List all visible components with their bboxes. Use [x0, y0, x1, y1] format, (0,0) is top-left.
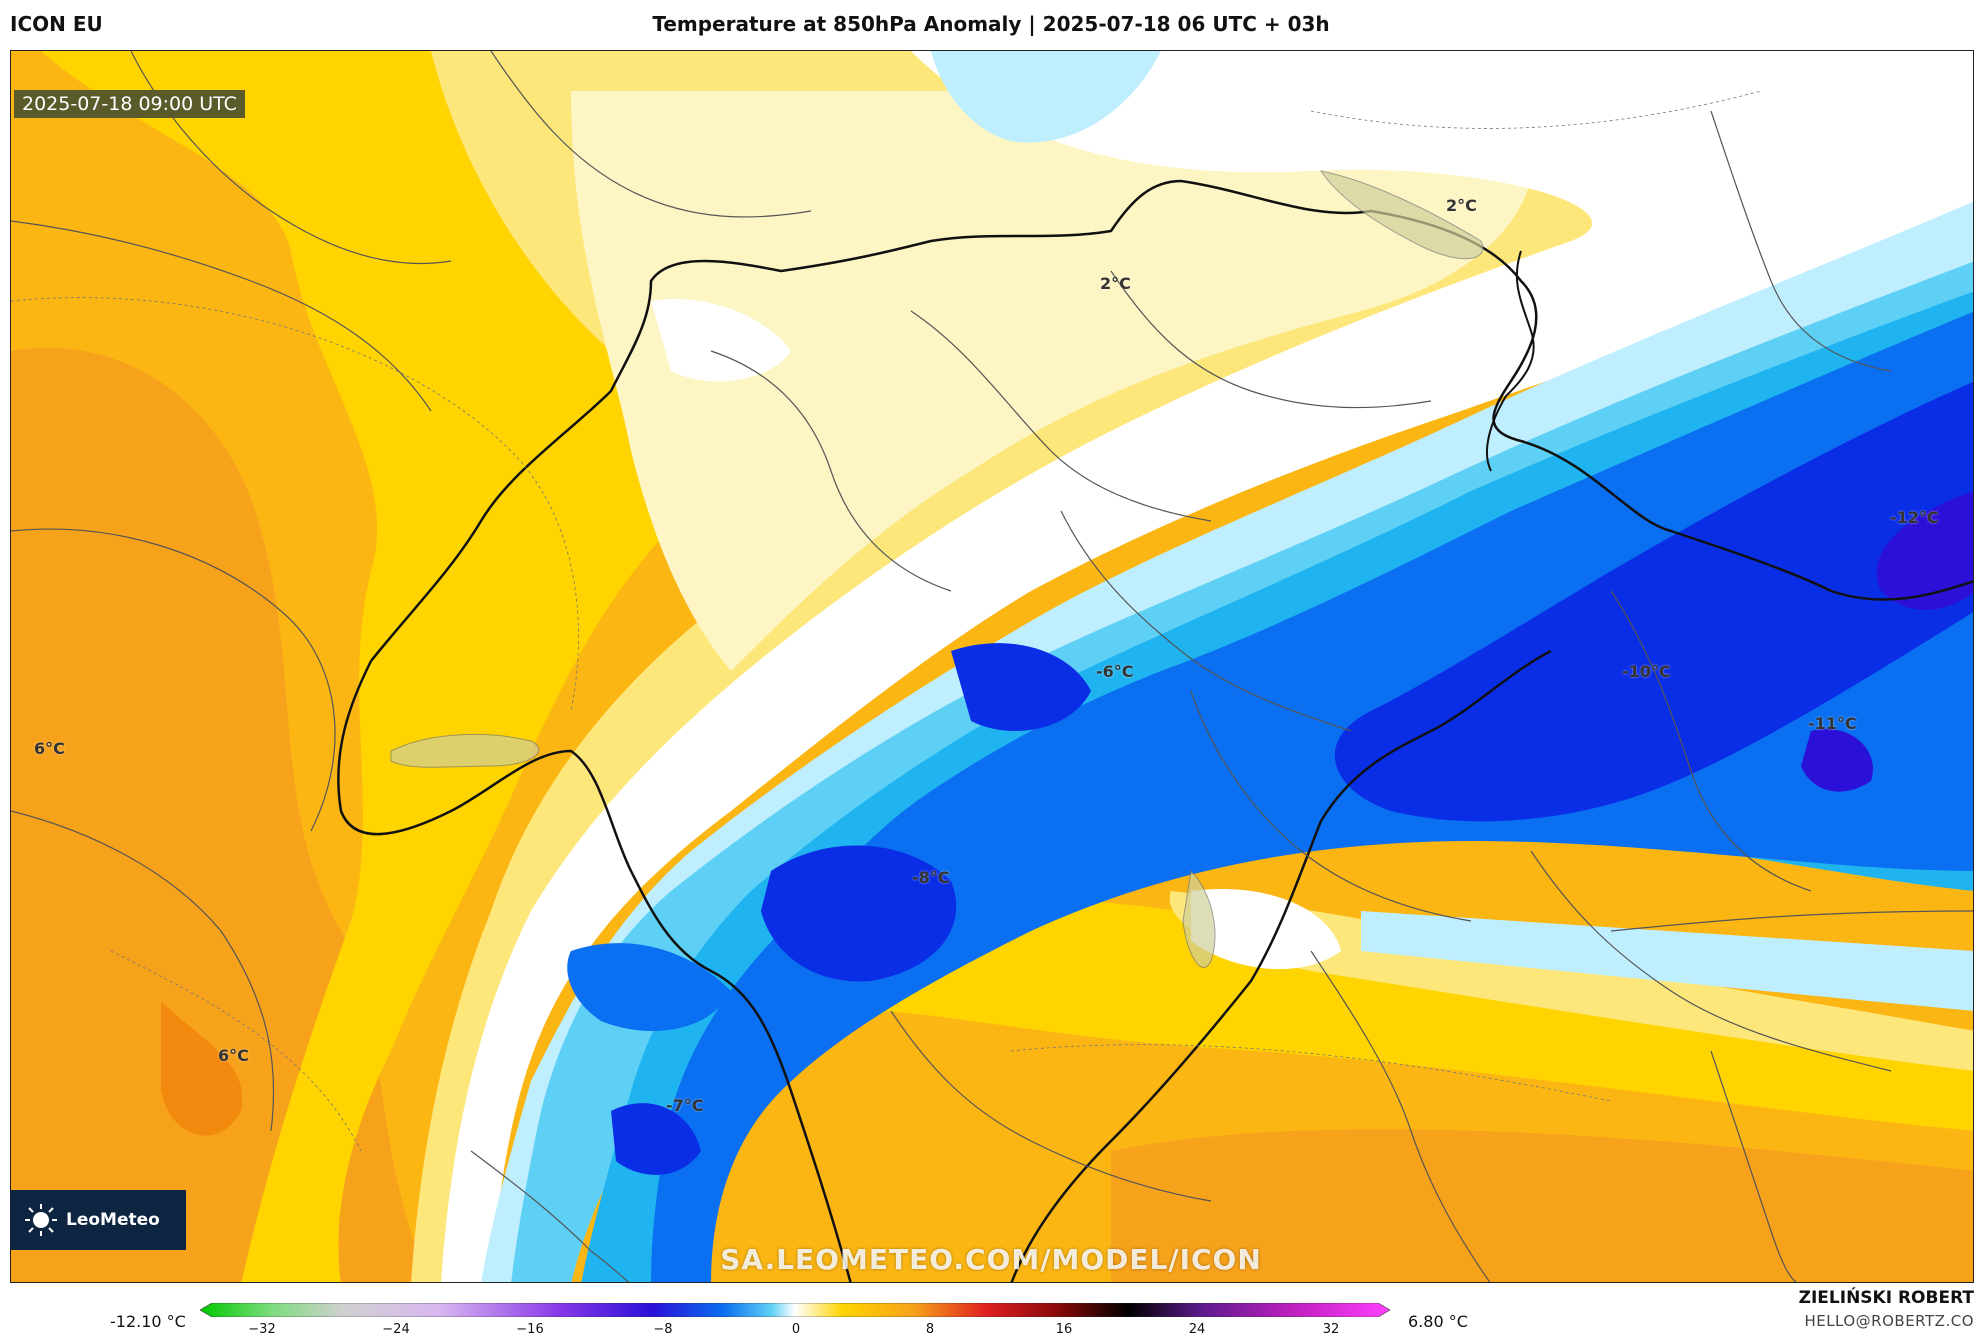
chart-title: Temperature at 850hPa Anomaly | 2025-07-… — [652, 12, 1330, 36]
colorbar-max-label: 6.80 °C — [1408, 1312, 1468, 1331]
isotherm-label: 2°C — [1100, 274, 1131, 293]
isotherm-label: -10°C — [1622, 662, 1671, 681]
isotherm-label: 6°C — [34, 739, 65, 758]
leometeo-logo: LeoMeteo — [10, 1190, 186, 1250]
colorbar-tick: 16 — [1055, 1322, 1073, 1337]
colorbar-tick: −8 — [653, 1322, 673, 1337]
isotherm-label: 2°C — [1446, 196, 1477, 215]
map-panel — [10, 50, 1974, 1283]
logo-text: LeoMeteo — [66, 1210, 160, 1230]
isotherm-label: -11°C — [1808, 714, 1857, 733]
colorbar-tick: −16 — [516, 1322, 544, 1337]
colorbar-tick: 8 — [925, 1322, 935, 1337]
colorbar-tick: −24 — [382, 1322, 410, 1337]
colorbar-min-label: -12.10 °C — [110, 1312, 186, 1331]
anomaly-map — [11, 51, 1973, 1282]
colorbar-tick: 32 — [1322, 1322, 1340, 1337]
isotherm-label: -8°C — [912, 868, 950, 887]
colorbar-tick: −32 — [248, 1322, 276, 1337]
isotherm-label: 6°C — [218, 1046, 249, 1065]
model-label: ICON EU — [10, 12, 103, 36]
isotherm-label: -6°C — [1096, 662, 1134, 681]
author-email: HELLO@ROBERTZ.CO — [1804, 1312, 1974, 1330]
author-credit: ZIELIŃSKI ROBERT — [1798, 1288, 1974, 1308]
valid-time-badge: 2025-07-18 09:00 UTC — [14, 90, 245, 118]
sun-icon — [25, 1204, 57, 1236]
isotherm-label: -7°C — [666, 1096, 704, 1115]
watermark-url: SA.LEOMETEO.COM/MODEL/ICON — [720, 1243, 1262, 1276]
colorbar — [200, 1303, 1390, 1317]
colorbar-tick: 24 — [1188, 1322, 1206, 1337]
isotherm-label: -12°C — [1890, 508, 1939, 527]
colorbar-tick: 0 — [791, 1322, 801, 1337]
